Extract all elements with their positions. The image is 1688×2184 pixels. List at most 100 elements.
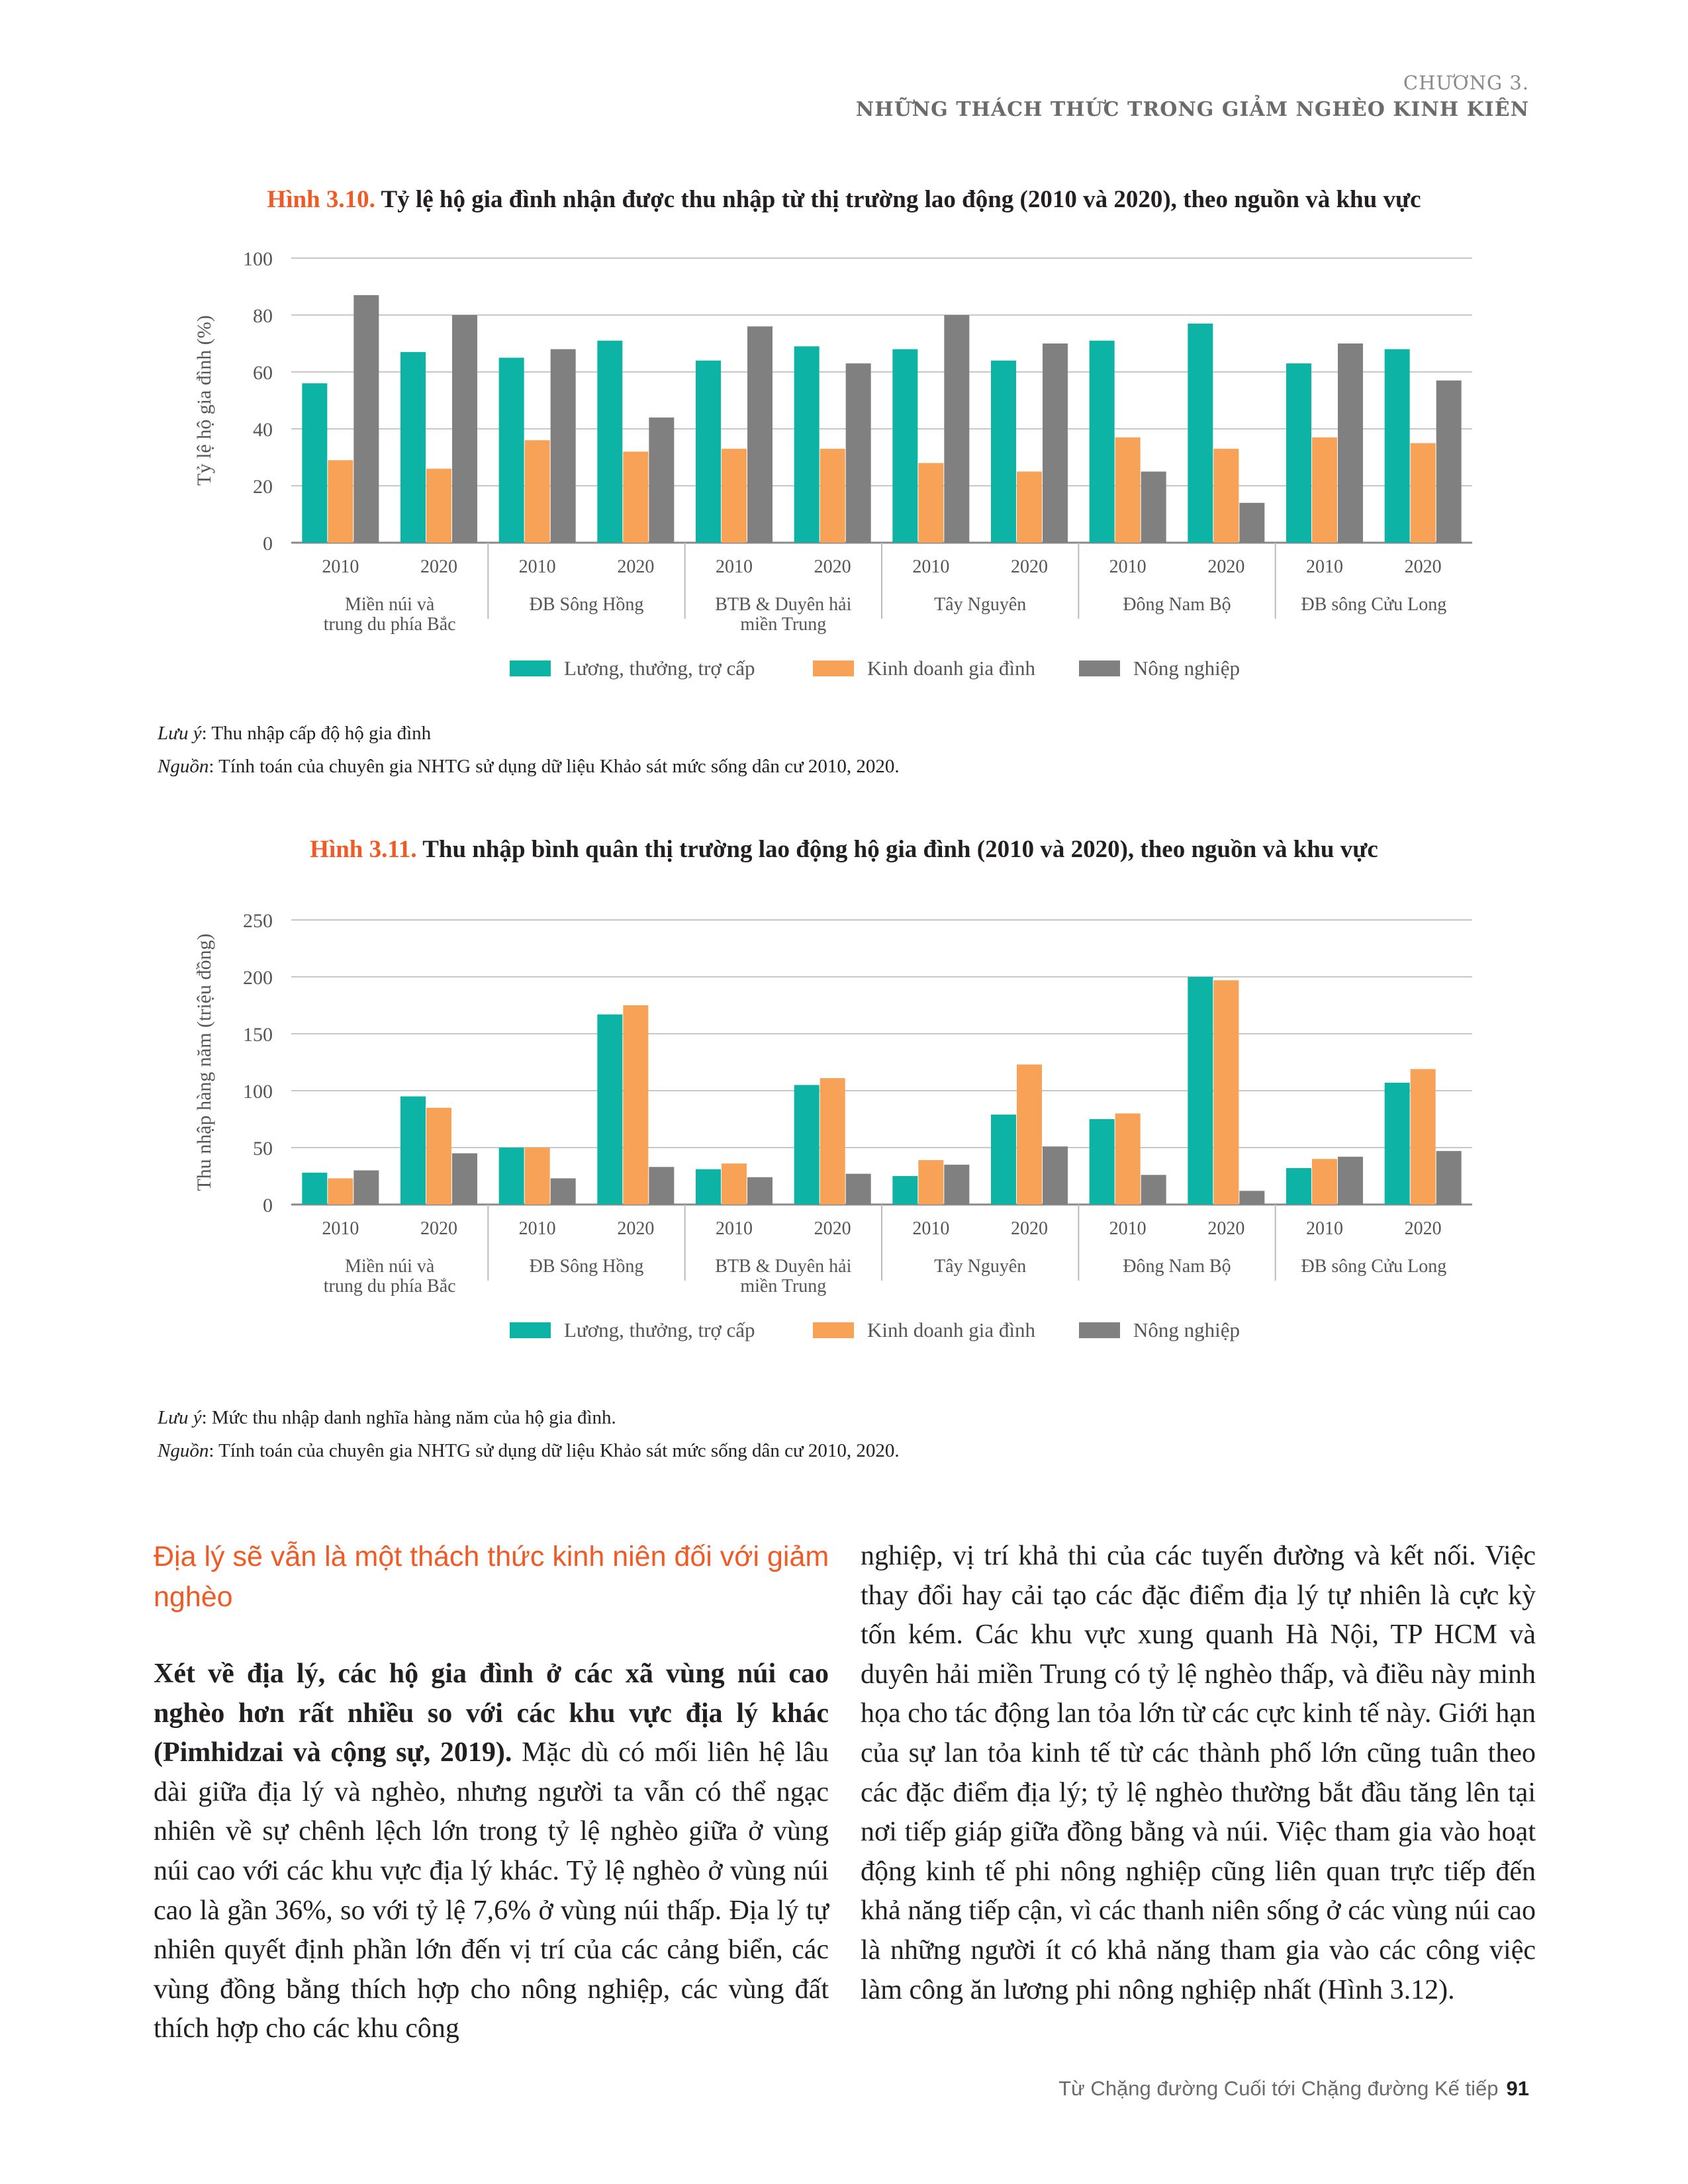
bar <box>696 360 721 543</box>
bar <box>747 1177 773 1205</box>
bar <box>696 1169 721 1205</box>
y-tick-label: 0 <box>263 1195 273 1216</box>
x-tick-label: 2010 <box>1306 1218 1343 1239</box>
x-tick-label: 2010 <box>1109 1218 1147 1239</box>
bar <box>1213 980 1239 1205</box>
region-label: ĐB Sông Hồng <box>530 594 644 615</box>
bar <box>1436 1151 1462 1205</box>
bar <box>1089 340 1115 543</box>
figure-2-title: Hình 3.11. Thu nhập bình quân thị trường… <box>0 835 1688 864</box>
figure-1-source: Nguồn: Tính toán của chuyên gia NHTG sử … <box>158 756 900 778</box>
region-label: Đông Nam Bộ <box>1123 594 1231 615</box>
bar <box>597 1014 623 1205</box>
right-column-text: nghiệp, vị trí khả thi của các tuyến đườ… <box>861 1541 1536 2005</box>
y-tick-label: 0 <box>263 533 273 555</box>
footer-text: Từ Chặng đường Cuối tới Chặng đường Kế t… <box>1058 2077 1499 2100</box>
bar <box>524 440 550 543</box>
bar <box>1188 977 1213 1205</box>
figure-2-number: Hình 3.11. <box>310 836 417 863</box>
bar <box>1312 1159 1337 1205</box>
bar <box>1017 471 1042 543</box>
figure-1-title: Hình 3.10. Tỷ lệ hộ gia đình nhận được t… <box>0 185 1688 214</box>
region-label: BTB & Duyên hải <box>715 594 851 615</box>
y-tick-label: 250 <box>243 910 273 932</box>
x-tick-label: 2020 <box>1405 1218 1442 1239</box>
x-tick-label: 2020 <box>617 1218 654 1239</box>
x-tick-label: 2020 <box>1405 557 1442 577</box>
region-label: Miền núi và <box>345 1256 435 1277</box>
x-tick-label: 2010 <box>716 1218 753 1239</box>
figure-1-note-label: Lưu ý <box>158 723 202 744</box>
bar <box>918 463 944 543</box>
bar <box>1115 437 1141 543</box>
y-axis-label: Tỷ lệ hộ gia đình (%) <box>193 315 215 485</box>
legend-swatch <box>1079 1322 1120 1338</box>
figure-2-source-text: : Tính toán của chuyên gia NHTG sử dụng … <box>209 1440 900 1461</box>
x-tick-label: 2020 <box>814 1218 851 1239</box>
bar <box>1141 471 1166 543</box>
bar <box>328 460 353 543</box>
x-tick-label: 2010 <box>1306 557 1343 577</box>
bar <box>1312 437 1337 543</box>
x-tick-label: 2010 <box>716 557 753 577</box>
bar <box>426 1107 451 1205</box>
y-tick-label: 40 <box>253 419 273 441</box>
legend-label: Kinh doanh gia đình <box>867 1318 1035 1342</box>
figure-2-title-text: Thu nhập bình quân thị trường lao động h… <box>422 836 1378 863</box>
body-column-right: nghiệp, vị trí khả thi của các tuyến đườ… <box>861 1537 1536 2010</box>
x-tick-label: 2020 <box>617 557 654 577</box>
body-column-left: Xét về địa lý, các hộ gia đình ở các xã … <box>154 1655 829 2049</box>
x-tick-label: 2010 <box>1109 557 1147 577</box>
bar <box>820 449 845 543</box>
bar <box>1239 1191 1265 1205</box>
legend-swatch <box>510 1322 551 1338</box>
y-tick-label: 150 <box>243 1024 273 1046</box>
bar <box>892 1176 918 1205</box>
bar <box>1384 349 1410 543</box>
y-tick-label: 80 <box>253 305 273 327</box>
y-tick-label: 60 <box>253 362 273 384</box>
region-label: Tây Nguyên <box>934 594 1026 615</box>
figure-2-chart: 0 50 100 150 200 250 Thu nhập hàng năm (triệu … <box>193 910 1472 1342</box>
bar <box>400 351 426 543</box>
legend-label: Lương, thưởng, trợ cấp <box>564 657 755 680</box>
lead-rest-text: Mặc dù có mối liên hệ lâu dài giữa địa l… <box>154 1737 829 2044</box>
region-label: trung du phía Bắc <box>324 1276 456 1297</box>
y-axis-label: Thu nhập hàng năm (triệu đồng) <box>193 933 215 1191</box>
page-number: 91 <box>1506 2077 1529 2100</box>
bar <box>944 1164 970 1205</box>
legend-swatch <box>813 1322 854 1338</box>
bar <box>1089 1119 1115 1205</box>
legend-label: Kinh doanh gia đình <box>867 657 1035 680</box>
bar <box>845 1173 871 1205</box>
x-tick-label: 2010 <box>322 1218 359 1239</box>
bar <box>649 417 675 543</box>
y-tick-label: 200 <box>243 967 273 989</box>
bar <box>353 1170 379 1205</box>
region-label: miền Trung <box>740 614 826 635</box>
figure-1-note-text: : Thu nhập cấp độ hộ gia đình <box>201 723 432 744</box>
y-tick-label: 100 <box>243 248 273 270</box>
x-tick-label: 2020 <box>1011 1218 1048 1239</box>
bar <box>400 1096 426 1205</box>
figure-2-source: Nguồn: Tính toán của chuyên gia NHTG sử … <box>158 1440 900 1462</box>
bar <box>1017 1064 1042 1205</box>
chapter-number: CHƯƠNG 3. <box>1403 71 1529 94</box>
region-label: ĐB sông Cửu Long <box>1301 594 1446 615</box>
bar <box>991 1115 1016 1205</box>
x-tick-label: 2020 <box>1207 1218 1244 1239</box>
bar <box>1141 1175 1166 1205</box>
bar <box>550 1178 576 1205</box>
bar <box>1436 380 1462 543</box>
bar <box>623 451 649 543</box>
x-tick-label: 2020 <box>814 557 851 577</box>
page-footer: Từ Chặng đường Cuối tới Chặng đường Kế t… <box>1058 2077 1529 2101</box>
legend-label: Lương, thưởng, trợ cấp <box>564 1318 755 1342</box>
bar <box>302 383 328 543</box>
bar <box>794 346 820 543</box>
legend-label: Nông nghiệp <box>1133 1318 1240 1342</box>
figure-1-source-label: Nguồn <box>158 756 209 777</box>
bar <box>991 360 1016 543</box>
y-tick-label: 20 <box>253 476 273 498</box>
x-tick-label: 2020 <box>420 557 457 577</box>
